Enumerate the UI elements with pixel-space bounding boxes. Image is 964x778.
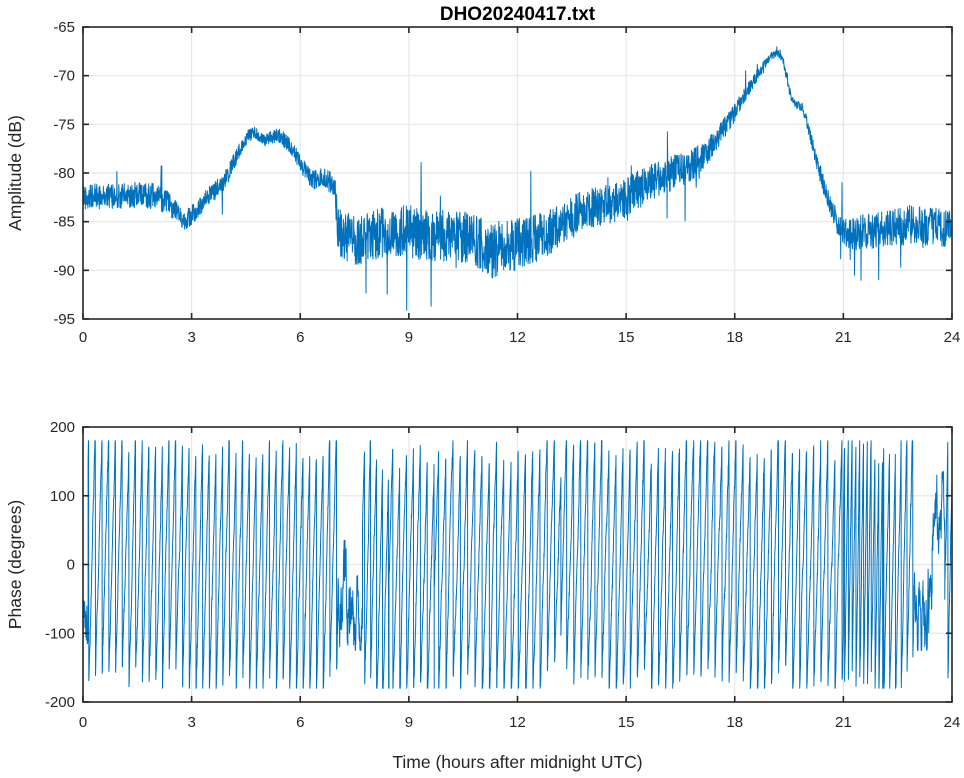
x-tick-label: 9 bbox=[405, 329, 413, 346]
x-tick-labels: 0 3 6 9 12 15 18 21 24 bbox=[79, 714, 961, 731]
x-tick-label: 3 bbox=[187, 714, 195, 731]
tick-marks bbox=[82, 26, 953, 320]
x-tick-label: 21 bbox=[835, 714, 852, 731]
x-tick-label: 18 bbox=[726, 714, 743, 731]
series-line bbox=[82, 440, 953, 689]
y-tick-label: -100 bbox=[45, 625, 75, 642]
x-tick-label: 0 bbox=[79, 329, 87, 346]
y-tick-label: 0 bbox=[67, 557, 75, 574]
x-tick-label: 3 bbox=[187, 329, 195, 346]
series-line bbox=[82, 46, 953, 311]
y-tick-label: 200 bbox=[50, 419, 75, 436]
x-tick-label: 12 bbox=[509, 714, 526, 731]
y-tick-label: -200 bbox=[45, 694, 75, 711]
x-tick-label: 21 bbox=[835, 329, 852, 346]
x-tick-label: 15 bbox=[618, 329, 635, 346]
y-tick-label: -75 bbox=[53, 116, 75, 133]
amplitude-plot: 0 3 6 9 12 15 18 21 24 -95 -90 -85 -80 -75 -70 -65 bbox=[53, 19, 960, 346]
x-tick-label: 6 bbox=[296, 714, 304, 731]
y-tick-label: -65 bbox=[53, 19, 75, 36]
tick-marks bbox=[82, 426, 953, 703]
phase-plot: 0 3 6 9 12 15 18 21 24 -200 -100 0 100 200 bbox=[45, 419, 960, 731]
y-tick-label: -80 bbox=[53, 165, 75, 182]
x-tick-label: 6 bbox=[296, 329, 304, 346]
phase-y-axis-label: Phase (degrees) bbox=[5, 500, 25, 629]
x-tick-label: 18 bbox=[726, 329, 743, 346]
y-tick-label: 100 bbox=[50, 488, 75, 505]
y-tick-label: -85 bbox=[53, 214, 75, 231]
x-tick-label: 15 bbox=[618, 714, 635, 731]
amplitude-y-axis-label: Amplitude (dB) bbox=[5, 115, 25, 231]
y-tick-labels: -200 -100 0 100 200 bbox=[45, 419, 75, 711]
grid-lines bbox=[83, 27, 952, 319]
y-tick-labels: -95 -90 -85 -80 -75 -70 -65 bbox=[53, 19, 75, 328]
y-tick-label: -95 bbox=[53, 311, 75, 328]
x-tick-label: 9 bbox=[405, 714, 413, 731]
y-tick-label: -70 bbox=[53, 68, 75, 85]
y-tick-label: -90 bbox=[53, 262, 75, 279]
x-tick-label: 24 bbox=[944, 714, 961, 731]
x-tick-label: 12 bbox=[509, 329, 526, 346]
x-tick-label: 24 bbox=[944, 329, 961, 346]
x-tick-label: 0 bbox=[79, 714, 87, 731]
x-tick-labels: 0 3 6 9 12 15 18 21 24 bbox=[79, 329, 961, 346]
figure-title: DHO20240417.txt bbox=[440, 4, 596, 25]
time-x-axis-label: Time (hours after midnight UTC) bbox=[392, 752, 642, 772]
